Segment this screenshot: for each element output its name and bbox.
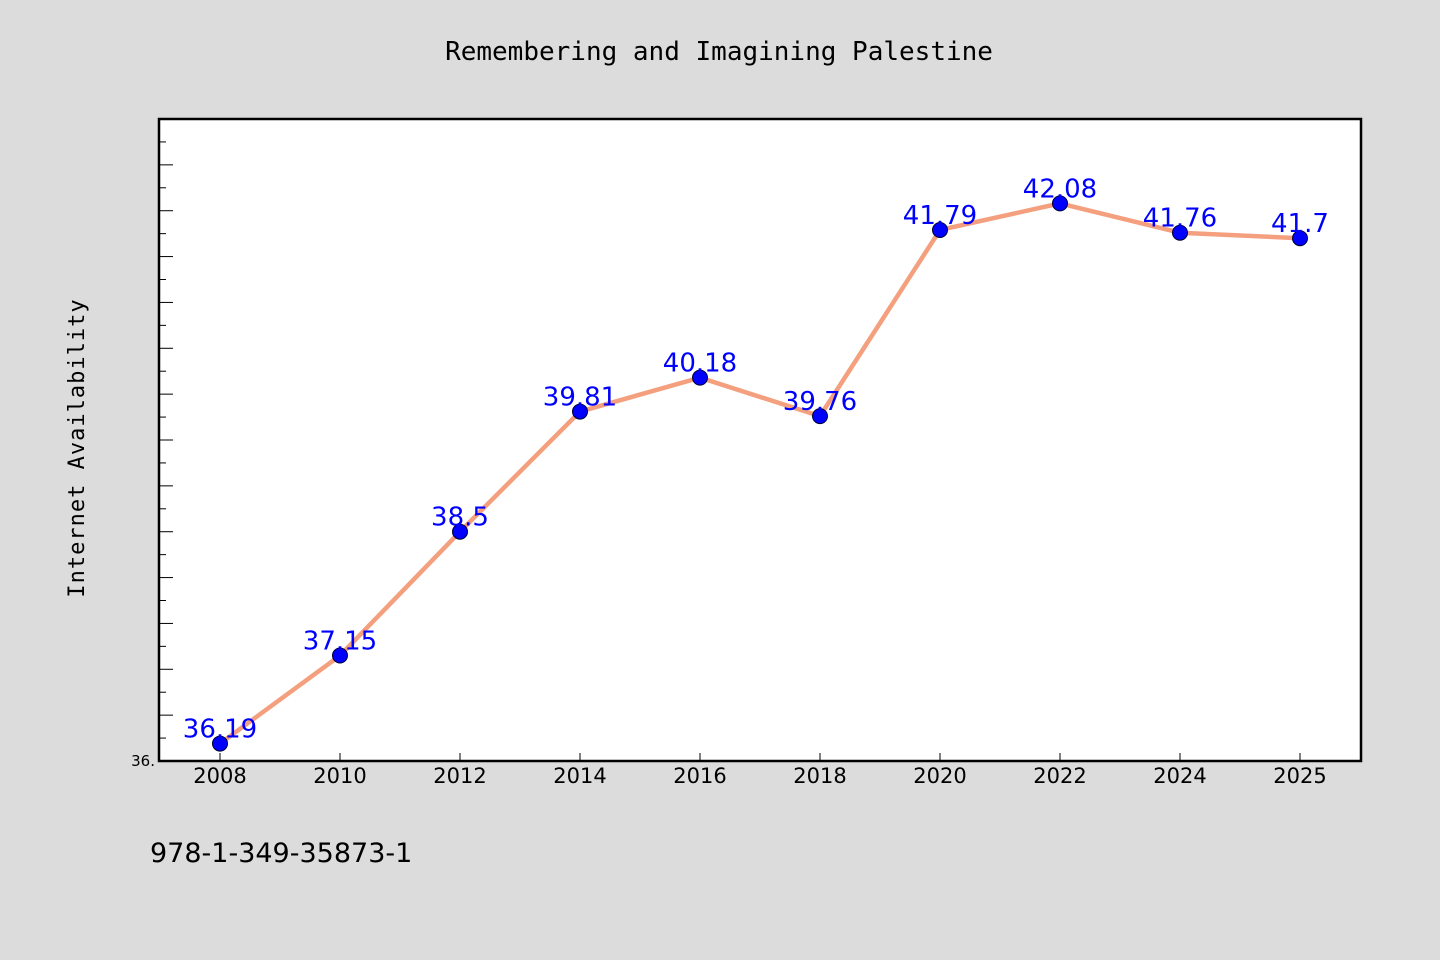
data-label: 42.08: [1023, 174, 1097, 204]
data-point: [1052, 195, 1068, 212]
data-point: [212, 735, 228, 752]
data-point: [332, 647, 348, 664]
data-point: [572, 403, 588, 420]
data-label: 39.76: [783, 387, 857, 417]
y-axis-label: Internet Availability: [65, 298, 90, 597]
data-label: 41.76: [1143, 204, 1217, 234]
data-label: 39.81: [543, 383, 617, 413]
x-tick-label: 2012: [433, 764, 486, 788]
data-point: [452, 523, 468, 540]
data-point: [692, 369, 708, 386]
data-point: [1172, 224, 1188, 241]
x-tick-label: 2022: [1033, 764, 1086, 788]
isbn-text: 978-1-349-35873-1: [150, 838, 412, 869]
x-tick-label: 2014: [553, 764, 606, 788]
x-tick-label: 2024: [1153, 764, 1206, 788]
x-tick-label: 2020: [913, 764, 966, 788]
x-tick-label: 2025: [1273, 764, 1326, 788]
data-point: [932, 221, 948, 238]
data-point: [1292, 230, 1308, 247]
data-label: 38.5: [431, 503, 489, 533]
x-tick-label: 2010: [313, 764, 366, 788]
series-line-group: [217, 201, 1303, 746]
data-labels: 36.19 37.15 38.5 39.81 40.18 39.76 41.79 42.08 4…: [183, 174, 1329, 744]
data-label: 37.15: [303, 627, 377, 657]
data-label: 36.19: [183, 715, 257, 745]
data-point: [812, 408, 828, 425]
data-markers: [212, 195, 1308, 752]
data-label: 40.18: [663, 349, 737, 379]
x-axis-ticks: 2008 2010 2012 2014 2016 2018 2020 2022 2024 2025: [193, 753, 1327, 788]
x-tick-label: 2008: [193, 764, 246, 788]
x-tick-label: 2018: [793, 764, 846, 788]
chart-title: Remembering and Imagining Palestine: [445, 37, 993, 67]
series-line: [217, 201, 1303, 746]
x-tick-label: 2016: [673, 764, 726, 788]
data-label: 41.7: [1271, 209, 1329, 239]
data-label: 41.79: [903, 201, 977, 231]
y-axis-ticks: 36.: [131, 118, 173, 770]
y-tick-label: 36.: [131, 752, 155, 770]
